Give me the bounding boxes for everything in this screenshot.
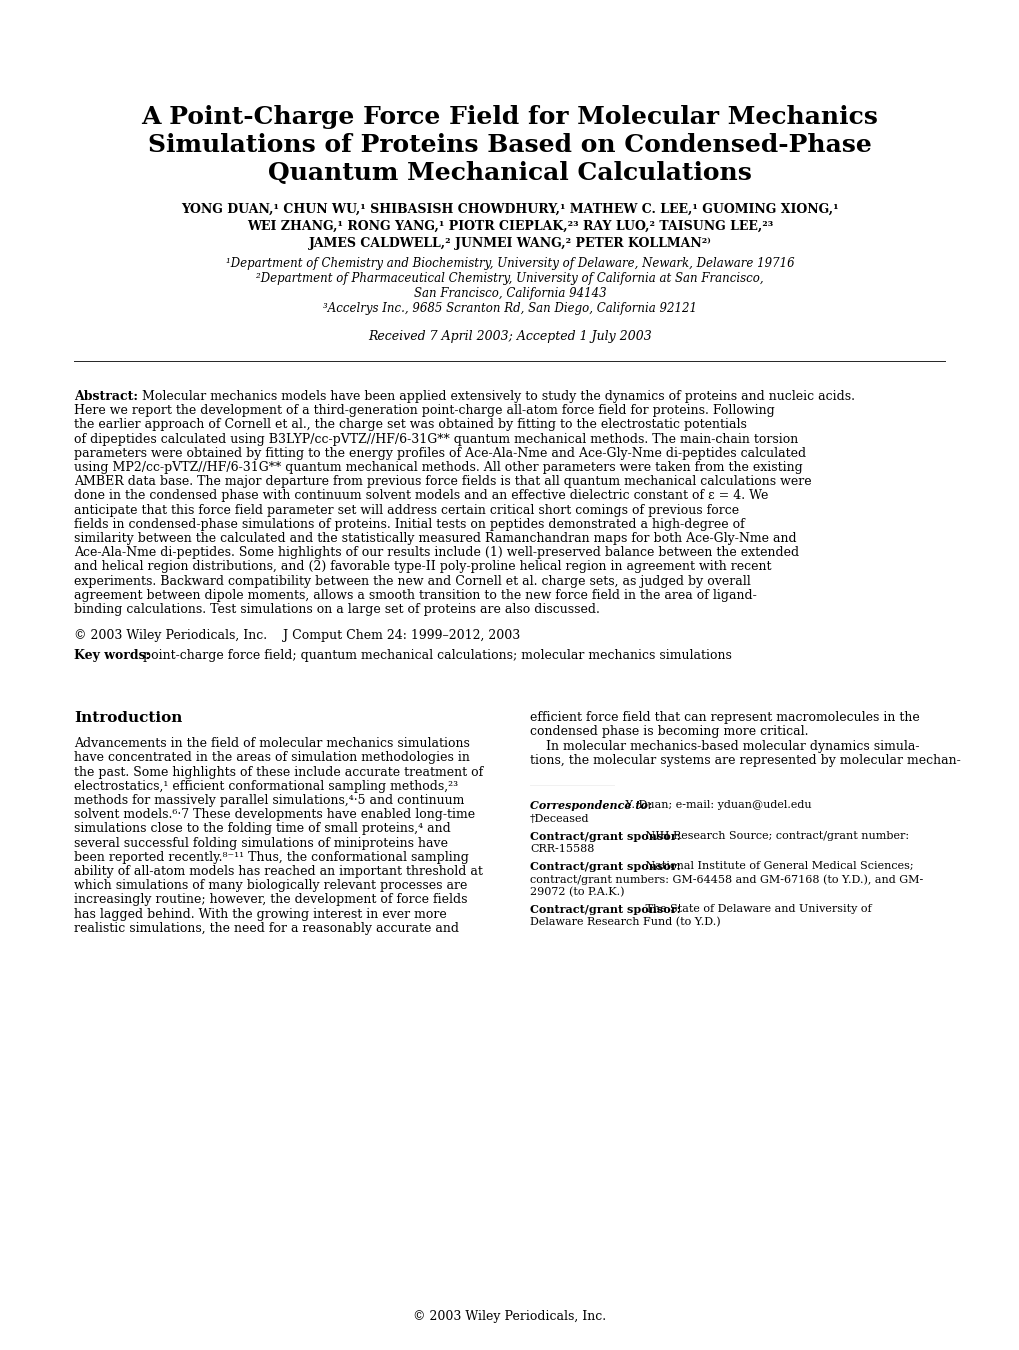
Text: Contract/grant sponsor:: Contract/grant sponsor:	[530, 861, 680, 872]
Text: WEI ZHANG,¹ RONG YANG,¹ PIOTR CIEPLAK,²³ RAY LUO,² TAISUNG LEE,²³: WEI ZHANG,¹ RONG YANG,¹ PIOTR CIEPLAK,²³…	[247, 220, 772, 234]
Text: © 2003 Wiley Periodicals, Inc.: © 2003 Wiley Periodicals, Inc.	[413, 1310, 606, 1323]
Text: ability of all-atom models has reached an important threshold at: ability of all-atom models has reached a…	[74, 865, 482, 878]
Text: ³Accelrys Inc., 9685 Scranton Rd, San Diego, California 92121: ³Accelrys Inc., 9685 Scranton Rd, San Di…	[323, 302, 696, 315]
Text: and helical region distributions, and (2) favorable type-II poly-proline helical: and helical region distributions, and (2…	[74, 560, 770, 574]
Text: Abstract:: Abstract:	[74, 390, 138, 404]
Text: A Point-Charge Force Field for Molecular Mechanics: A Point-Charge Force Field for Molecular…	[142, 105, 877, 130]
Text: AMBER data base. The major departure from previous force fields is that all quan: AMBER data base. The major departure fro…	[74, 475, 811, 489]
Text: parameters were obtained by fitting to the energy profiles of Ace-Ala-Nme and Ac: parameters were obtained by fitting to t…	[74, 447, 805, 460]
Text: the past. Some highlights of these include accurate treatment of: the past. Some highlights of these inclu…	[74, 765, 483, 779]
Text: condensed phase is becoming more critical.: condensed phase is becoming more critica…	[530, 725, 808, 738]
Text: using MP2/cc-pVTZ//HF/6-31G** quantum mechanical methods. All other parameters w: using MP2/cc-pVTZ//HF/6-31G** quantum me…	[74, 460, 802, 474]
Text: Delaware Research Fund (to Y.D.): Delaware Research Fund (to Y.D.)	[530, 917, 719, 927]
Text: which simulations of many biologically relevant processes are: which simulations of many biologically r…	[74, 879, 467, 892]
Text: experiments. Backward compatibility between the new and Cornell et al. charge se: experiments. Backward compatibility betw…	[74, 575, 750, 587]
Text: Molecular mechanics models have been applied extensively to study the dynamics o: Molecular mechanics models have been app…	[142, 390, 854, 404]
Text: has lagged behind. With the growing interest in ever more: has lagged behind. With the growing inte…	[74, 907, 446, 921]
Text: ²Department of Pharmaceutical Chemistry, University of California at San Francis: ²Department of Pharmaceutical Chemistry,…	[256, 271, 763, 285]
Text: National Institute of General Medical Sciences;: National Institute of General Medical Sc…	[641, 861, 913, 871]
Text: In molecular mechanics-based molecular dynamics simula-: In molecular mechanics-based molecular d…	[530, 740, 918, 752]
Text: Y. Duan; e-mail: yduan@udel.edu: Y. Duan; e-mail: yduan@udel.edu	[622, 801, 811, 810]
Text: tions, the molecular systems are represented by molecular mechan-: tions, the molecular systems are represe…	[530, 753, 960, 767]
Text: ¹Department of Chemistry and Biochemistry, University of Delaware, Newark, Delaw: ¹Department of Chemistry and Biochemistr…	[225, 256, 794, 270]
Text: been reported recently.⁸⁻¹¹ Thus, the conformational sampling: been reported recently.⁸⁻¹¹ Thus, the co…	[74, 850, 469, 864]
Text: fields in condensed-phase simulations of proteins. Initial tests on peptides dem: fields in condensed-phase simulations of…	[74, 518, 744, 531]
Text: efficient force field that can represent macromolecules in the: efficient force field that can represent…	[530, 711, 919, 724]
Text: several successful folding simulations of miniproteins have: several successful folding simulations o…	[74, 837, 447, 849]
Text: contract/grant numbers: GM-64458 and GM-67168 (to Y.D.), and GM-: contract/grant numbers: GM-64458 and GM-…	[530, 873, 922, 884]
Text: simulations close to the folding time of small proteins,⁴ and: simulations close to the folding time of…	[74, 822, 450, 836]
Text: electrostatics,¹ efficient conformational sampling methods,²³: electrostatics,¹ efficient conformationa…	[74, 780, 458, 792]
Text: point-charge force field; quantum mechanical calculations; molecular mechanics s: point-charge force field; quantum mechan…	[139, 649, 732, 663]
Text: © 2003 Wiley Periodicals, Inc.    J Comput Chem 24: 1999–2012, 2003: © 2003 Wiley Periodicals, Inc. J Comput …	[74, 629, 520, 643]
Text: †Deceased: †Deceased	[530, 814, 589, 824]
Text: Here we report the development of a third-generation point-charge all-atom force: Here we report the development of a thir…	[74, 404, 774, 417]
Text: anticipate that this force field parameter set will address certain critical sho: anticipate that this force field paramet…	[74, 504, 739, 517]
Text: binding calculations. Test simulations on a large set of proteins are also discu: binding calculations. Test simulations o…	[74, 603, 599, 616]
Text: NIH Research Source; contract/grant number:: NIH Research Source; contract/grant numb…	[641, 832, 908, 841]
Text: of dipeptides calculated using B3LYP/cc-pVTZ//HF/6-31G** quantum mechanical meth: of dipeptides calculated using B3LYP/cc-…	[74, 432, 798, 446]
Text: Simulations of Proteins Based on Condensed-Phase: Simulations of Proteins Based on Condens…	[148, 134, 871, 157]
Text: Correspondence to:: Correspondence to:	[530, 801, 651, 811]
Text: realistic simulations, the need for a reasonably accurate and: realistic simulations, the need for a re…	[74, 922, 459, 934]
Text: Ace-Ala-Nme di-peptides. Some highlights of our results include (1) well-preserv: Ace-Ala-Nme di-peptides. Some highlights…	[74, 547, 798, 559]
Text: Quantum Mechanical Calculations: Quantum Mechanical Calculations	[268, 161, 751, 185]
Text: Received 7 April 2003; Accepted 1 July 2003: Received 7 April 2003; Accepted 1 July 2…	[368, 329, 651, 343]
Text: 29072 (to P.A.K.): 29072 (to P.A.K.)	[530, 887, 624, 898]
Text: have concentrated in the areas of simulation methodologies in: have concentrated in the areas of simula…	[74, 752, 470, 764]
Text: Advancements in the field of molecular mechanics simulations: Advancements in the field of molecular m…	[74, 737, 470, 751]
Text: Contract/grant sponsor:: Contract/grant sponsor:	[530, 832, 680, 842]
Text: Contract/grant sponsor:: Contract/grant sponsor:	[530, 904, 680, 915]
Text: The State of Delaware and University of: The State of Delaware and University of	[641, 904, 871, 914]
Text: Key words:: Key words:	[74, 649, 150, 663]
Text: YONG DUAN,¹ CHUN WU,¹ SHIBASISH CHOWDHURY,¹ MATHEW C. LEE,¹ GUOMING XIONG,¹: YONG DUAN,¹ CHUN WU,¹ SHIBASISH CHOWDHUR…	[181, 202, 838, 216]
Text: similarity between the calculated and the statistically measured Ramanchandran m: similarity between the calculated and th…	[74, 532, 796, 545]
Text: increasingly routine; however, the development of force fields: increasingly routine; however, the devel…	[74, 894, 467, 906]
Text: agreement between dipole moments, allows a smooth transition to the new force fi: agreement between dipole moments, allows…	[74, 589, 756, 602]
Text: JAMES CALDWELL,² JUNMEI WANG,² PETER KOLLMAN²⁾: JAMES CALDWELL,² JUNMEI WANG,² PETER KOL…	[309, 238, 710, 250]
Text: Introduction: Introduction	[74, 711, 182, 725]
Text: the earlier approach of Cornell et al., the charge set was obtained by fitting t: the earlier approach of Cornell et al., …	[74, 418, 746, 432]
Text: CRR-15588: CRR-15588	[530, 844, 594, 855]
Text: methods for massively parallel simulations,⁴·5 and continuum: methods for massively parallel simulatio…	[74, 794, 464, 807]
Text: done in the condensed phase with continuum solvent models and an effective diele: done in the condensed phase with continu…	[74, 490, 767, 502]
Text: solvent models.⁶·7 These developments have enabled long-time: solvent models.⁶·7 These developments ha…	[74, 809, 475, 821]
Text: San Francisco, California 94143: San Francisco, California 94143	[414, 288, 605, 300]
